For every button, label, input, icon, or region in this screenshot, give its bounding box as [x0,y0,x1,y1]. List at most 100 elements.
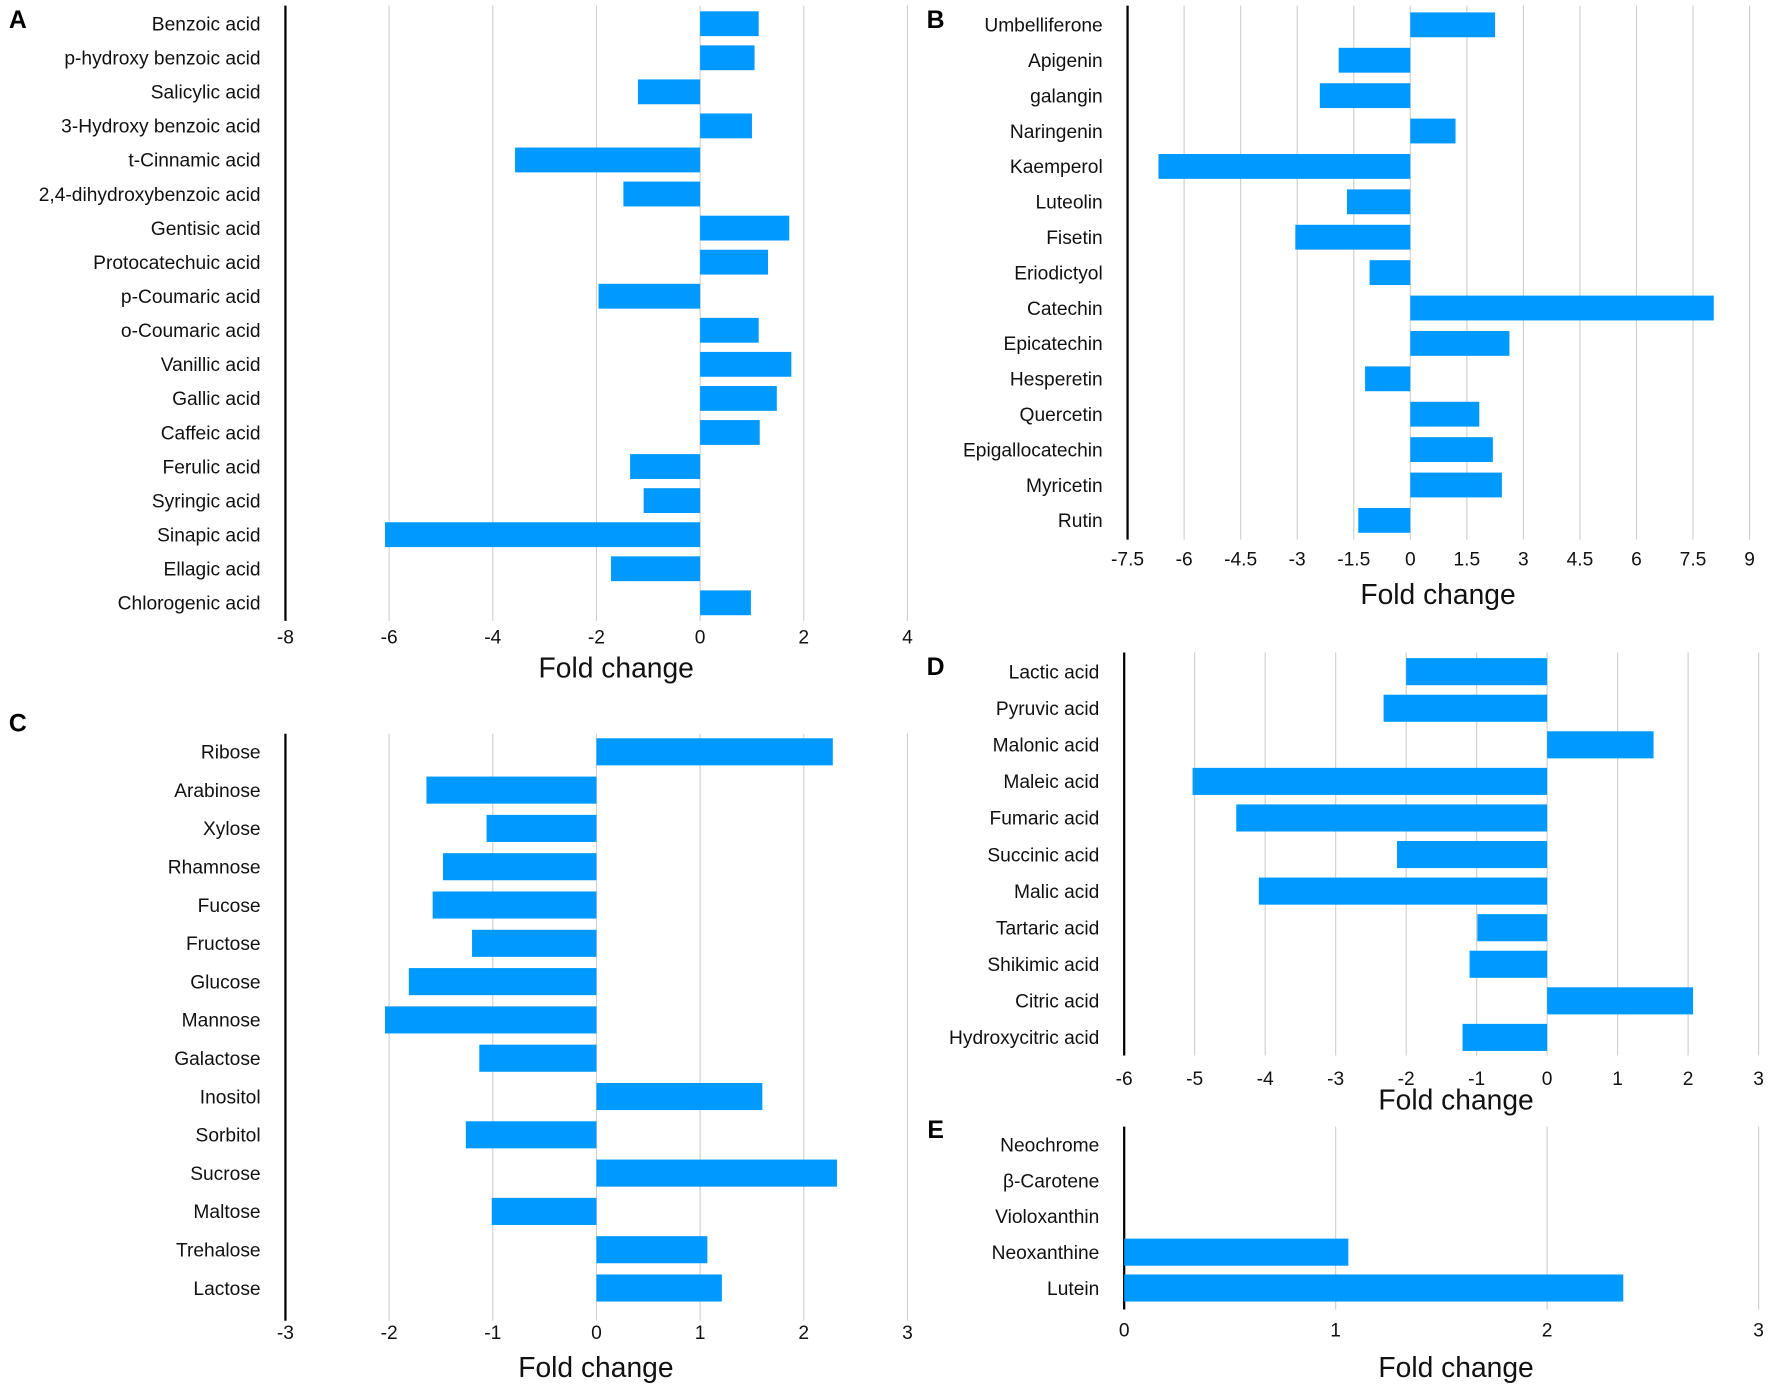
bar [1236,804,1548,832]
category-label: Ferulic acid [163,457,261,478]
category-label: Naringenin [1010,122,1103,143]
tick-label: -3 [1327,1069,1344,1090]
bar [1338,47,1411,73]
tick-label: 3 [1518,550,1529,571]
category-label: 3-Hydroxy benzoic acid [61,117,260,138]
category-label: Neochrome [1000,1135,1099,1156]
category-label: Caffeic acid [161,423,261,444]
category-label: Malic acid [1014,882,1099,903]
category-label: 2,4-dihydroxybenzoic acid [39,185,261,206]
bar [384,1006,597,1034]
tick-label: -3 [1289,550,1306,571]
bar [700,113,752,139]
category-label: Maleic acid [1003,772,1099,793]
category-label: Arabinose [174,781,260,802]
tick-label: -6 [1116,1069,1133,1090]
bar [1547,731,1654,759]
category-label: p-hydroxy benzoic acid [64,49,260,70]
tick-label: 0 [591,1323,602,1344]
category-label: Galactose [174,1049,260,1070]
category-label: Pyruvic acid [996,699,1099,720]
category-label: p-Coumaric acid [121,287,261,308]
category-label: Malonic acid [993,736,1100,757]
bar [1462,1023,1548,1051]
category-label: Sorbitol [196,1126,261,1147]
bar [472,929,597,957]
panel-e: E 0 1 2 3 Neochrome β-Carotene Violoxanthin Neox… [927,1117,1764,1383]
tick-label: -2 [588,627,605,648]
panel-c: C -3 -2 -1 0 1 2 3 Ribose Arabinose Xylose Rhamnose… [9,710,913,1383]
bar [384,522,701,548]
category-label: t-Cinnamic acid [128,151,260,172]
category-label: Benzoic acid [152,14,261,35]
panel-label: B [927,7,945,34]
bar [700,386,777,411]
bar [1258,877,1548,905]
category-label: Lutein [1047,1279,1099,1300]
panel-label: E [927,1117,944,1144]
x-axis-title: Fold change [1360,578,1515,610]
category-label: Rhamnose [168,857,261,878]
bar [1410,401,1480,427]
category-label: Umbelliferone [984,16,1102,37]
tick-label: 1 [1330,1321,1341,1342]
bar [1124,1238,1349,1266]
category-label: Catechin [1027,299,1103,320]
category-label: Fucose [198,896,261,917]
bar [515,147,701,173]
bar [1547,987,1694,1015]
bar [700,317,759,343]
bar [596,1159,837,1187]
tick-label: -6 [1176,550,1193,571]
bar [1396,840,1548,869]
category-label: Lactose [193,1279,260,1300]
tick-label: 3 [1753,1321,1764,1342]
bar [443,853,597,881]
category-label: Epigallocatechin [963,440,1103,461]
tick-label: 0 [695,627,706,648]
tick-label: 0 [1119,1321,1130,1342]
category-label: Violoxanthin [995,1207,1099,1228]
category-label: Luteolin [1036,193,1103,214]
tick-label: 6 [1631,550,1642,571]
category-label: Citric acid [1015,992,1099,1013]
tick-label: 2 [798,1323,809,1344]
category-label: Inositol [200,1087,261,1108]
bar [1410,295,1714,321]
x-axis-title: Fold change [518,1351,673,1383]
tick-label: 9 [1744,550,1755,571]
panel-label: C [9,710,27,737]
tick-label: 1 [695,1323,706,1344]
bar [700,351,792,377]
x-axis-title: Fold change [539,651,694,683]
bar [1406,658,1548,686]
bar [1158,154,1411,179]
category-label: Trehalose [176,1240,261,1261]
bar [1192,767,1548,795]
panel-label: A [9,7,27,34]
tick-label: 1.5 [1454,550,1481,571]
category-label: Hesperetin [1010,370,1103,391]
panel-label: D [927,654,945,681]
tick-label: -1 [1468,1069,1485,1090]
panel-a: A -8 -6 -4 -2 0 2 4 Benzoic acid p-hydroxy benzoi… [9,5,913,683]
bar [700,249,769,275]
bar [1369,260,1411,286]
category-label: Chlorogenic acid [118,594,261,615]
bar [596,1236,708,1264]
category-label: Hydroxycitric acid [949,1028,1099,1049]
tick-label: 7.5 [1680,550,1707,571]
bar [598,283,701,309]
tick-label: 4 [902,627,913,648]
tick-label: 1 [1612,1069,1623,1090]
tick-label: -5 [1186,1069,1203,1090]
bar [637,79,701,105]
tick-label: -7.5 [1111,550,1144,571]
x-axis-title: Fold change [1378,1084,1533,1116]
tick-label: -3 [277,1323,294,1344]
category-label: Fumaric acid [990,809,1100,830]
bar [610,556,701,582]
bar [479,1044,597,1072]
tick-label: 2 [1542,1321,1553,1342]
